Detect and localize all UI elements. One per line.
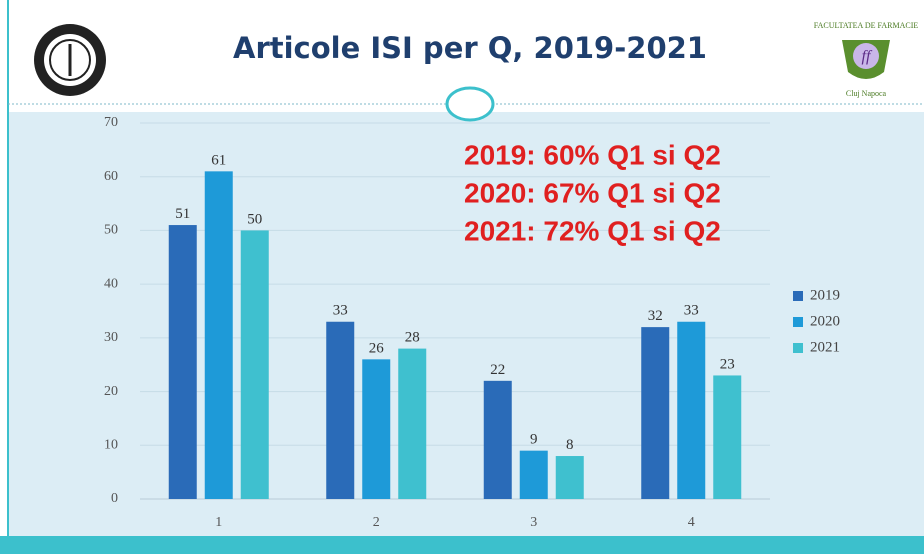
value-label: 33: [684, 303, 699, 319]
annotation: 2020: 67% Q1 si Q2: [464, 177, 721, 208]
bar: [168, 225, 197, 500]
logo-left: [34, 24, 106, 96]
y-tick-label: 50: [104, 223, 118, 238]
y-tick-label: 20: [104, 384, 118, 399]
content-background: [8, 112, 924, 538]
value-label: 22: [490, 362, 505, 378]
annotation: 2019: 60% Q1 si Q2: [464, 139, 721, 170]
logo-right: ff FACULTATEA DE FARMACIE Cluj Napoca: [814, 21, 919, 98]
y-tick-label: 40: [104, 276, 118, 291]
legend-label: 2019: [810, 287, 840, 303]
value-label: 51: [175, 206, 190, 222]
value-label: 32: [648, 308, 663, 324]
annotation: 2021: 72% Q1 si Q2: [464, 215, 721, 246]
value-label: 28: [405, 330, 420, 346]
bar: [240, 230, 269, 499]
y-tick-label: 0: [111, 491, 118, 506]
bar: [677, 321, 706, 499]
value-label: 23: [720, 356, 735, 372]
legend-swatch: [793, 317, 803, 327]
y-tick-label: 10: [104, 438, 118, 453]
bar: [713, 375, 742, 499]
value-label: 33: [333, 303, 348, 319]
y-tick-label: 70: [104, 115, 118, 130]
bar: [555, 456, 584, 499]
value-label: 26: [369, 340, 385, 356]
bar: [483, 380, 512, 499]
bar: [398, 348, 427, 499]
y-tick-label: 60: [104, 169, 118, 184]
bar: [362, 359, 391, 499]
x-tick-label: 2: [373, 515, 380, 530]
value-label: 61: [211, 152, 226, 168]
value-label: 8: [566, 437, 574, 453]
chart-title: Articole ISI per Q, 2019-2021: [233, 31, 707, 65]
x-tick-label: 4: [688, 515, 695, 530]
y-tick-label: 30: [104, 330, 118, 345]
legend-swatch: [793, 343, 803, 353]
bar: [641, 327, 670, 499]
legend-label: 2021: [810, 339, 840, 355]
logo-bottom-text: Cluj Napoca: [846, 89, 887, 98]
footer-strip: [0, 536, 924, 554]
value-label: 9: [530, 432, 538, 448]
legend-label: 2020: [810, 313, 840, 329]
bar: [326, 321, 355, 499]
divider-ornament: [445, 86, 495, 122]
logo-circle: [853, 43, 879, 69]
legend-swatch: [793, 291, 803, 301]
logo-ring: [49, 39, 91, 81]
value-label: 50: [247, 211, 262, 227]
x-tick-label: 3: [530, 515, 537, 530]
bar: [519, 450, 548, 499]
logo-top-text: FACULTATEA DE FARMACIE: [814, 21, 919, 30]
logo-mark: ff: [862, 48, 873, 65]
x-tick-label: 1: [215, 515, 222, 530]
bar: [204, 171, 233, 500]
